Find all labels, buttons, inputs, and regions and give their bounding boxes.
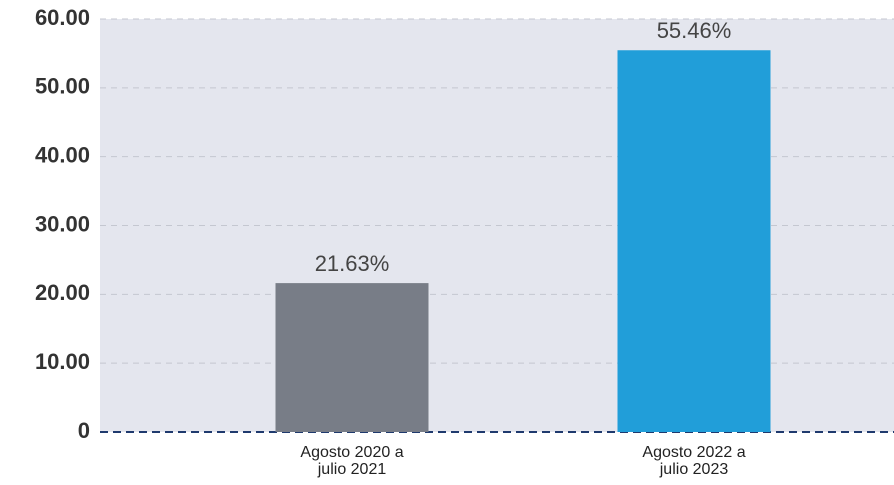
x-tick-label: Agosto 2022 a julio 2023 (642, 444, 746, 478)
y-tick-label: 60.00 (35, 5, 90, 30)
y-tick-label: 10.00 (35, 349, 90, 374)
y-tick-label: 20.00 (35, 280, 90, 305)
value-label: 21.63% (315, 251, 390, 276)
y-tick-label: 0 (78, 418, 90, 443)
y-tick-label: 40.00 (35, 142, 90, 167)
y-tick-label: 30.00 (35, 211, 90, 236)
bar (617, 50, 771, 432)
y-tick-label: 50.00 (35, 74, 90, 99)
value-label: 55.46% (657, 18, 732, 43)
x-tick-label: Agosto 2020 a julio 2021 (300, 444, 404, 478)
bar (275, 283, 429, 432)
